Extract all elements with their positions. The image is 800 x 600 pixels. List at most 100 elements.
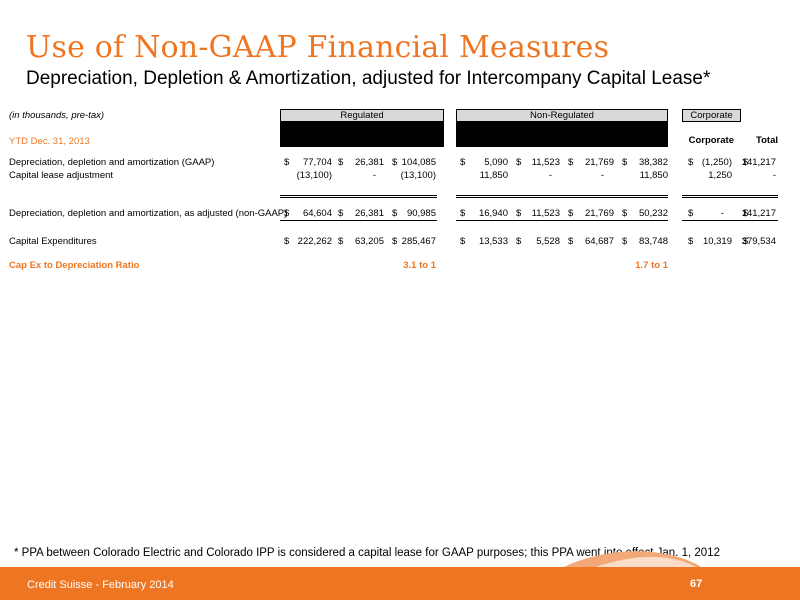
cell-value: 379,534	[741, 236, 776, 247]
ratio-non-regulated: 1.7 to 1	[635, 260, 668, 271]
currency-symbol: $	[743, 208, 749, 219]
cell-value: 11,523	[531, 208, 560, 219]
currency-symbol: $	[568, 208, 574, 219]
page-subtitle: Depreciation, Depletion & Amortization, …	[26, 68, 711, 89]
cell-value: 11,523	[531, 157, 560, 168]
currency-symbol: $	[460, 236, 466, 247]
currency-symbol: $	[688, 157, 694, 168]
total-rule	[682, 195, 778, 196]
cell-value: (13,100)	[400, 170, 436, 181]
cell-value: -	[772, 170, 776, 181]
currency-symbol: $	[392, 157, 398, 168]
col-coal-header-1: Coal	[527, 123, 549, 134]
currency-symbol: $	[622, 236, 628, 247]
cell-value: 83,748	[638, 236, 668, 247]
cell-value: 50,232	[638, 208, 668, 219]
footer-source: Credit Suisse - February 2014	[27, 579, 174, 591]
col-electric-header-2: Utilities	[288, 135, 324, 146]
total-rule	[280, 195, 437, 196]
col-total-header: Total	[756, 135, 778, 146]
group-header-corporate: Corporate	[682, 109, 741, 122]
currency-symbol: $	[338, 236, 344, 247]
currency-symbol: $	[688, 236, 694, 247]
total-rule	[456, 195, 668, 196]
cell-value: 21,769	[584, 157, 614, 168]
cell-value: (1,250)	[701, 157, 732, 168]
currency-symbol: $	[568, 157, 574, 168]
cell-value: 90,985	[406, 208, 436, 219]
units-note: (in thousands, pre-tax)	[9, 110, 105, 121]
cell-value: 21,769	[584, 208, 614, 219]
cell-value: 5,090	[484, 157, 508, 168]
currency-symbol: $	[622, 208, 628, 219]
cell-value: 141,217	[741, 157, 776, 168]
footer-swoosh-decoration	[560, 551, 700, 569]
cell-value: 5,528	[536, 236, 560, 247]
currency-symbol: $	[516, 157, 522, 168]
column-header-band-non-regulated	[456, 121, 668, 147]
cell-value: 16,940	[478, 208, 508, 219]
cell-value: 26,381	[354, 157, 384, 168]
row-label: Depreciation, depletion and amortization…	[9, 208, 288, 219]
currency-symbol: $	[743, 236, 749, 247]
row-label: Capital lease adjustment	[9, 170, 114, 181]
cell-value: -	[548, 170, 552, 181]
currency-symbol: $	[392, 236, 398, 247]
currency-symbol: $	[338, 208, 344, 219]
cell-value: 77,704	[302, 157, 332, 168]
cell-value: 63,205	[354, 236, 384, 247]
row-label: Capital Expenditures	[9, 236, 97, 247]
currency-symbol: $	[622, 157, 628, 168]
col-coal-header-2: Mining	[522, 135, 554, 146]
currency-symbol: $	[516, 236, 522, 247]
col-power-header-2: Generation	[458, 135, 510, 146]
cell-value: 285,467	[401, 236, 436, 247]
row-rule	[682, 220, 778, 221]
cell-value: 64,604	[302, 208, 332, 219]
cell-value: 38,382	[638, 157, 668, 168]
cell-value: 141,217	[741, 208, 776, 219]
currency-symbol: $	[568, 236, 574, 247]
col-oil-header-1: Oil and	[574, 123, 608, 134]
cell-value: 11,850	[639, 170, 668, 181]
col-oil-header-2: Gas	[582, 135, 600, 146]
currency-symbol: $	[460, 157, 466, 168]
ratio-regulated: 3.1 to 1	[403, 260, 436, 271]
cell-value: 10,319	[702, 236, 732, 247]
page-number: 67	[690, 578, 703, 590]
currency-symbol: $	[460, 208, 466, 219]
row-label: Cap Ex to Depreciation Ratio	[9, 260, 140, 271]
col-gas-header-1: Gas	[351, 123, 369, 134]
currency-symbol: $	[688, 208, 694, 219]
row-label: Depreciation, depletion and amortization…	[9, 157, 215, 168]
cell-value: 11,850	[479, 170, 508, 181]
column-header-band-regulated	[280, 121, 444, 147]
cell-value: 26,381	[354, 208, 384, 219]
col-electric-header-1: Electric	[288, 123, 324, 134]
footer-bar	[0, 567, 800, 600]
col-total-util-header-2: Utilities	[397, 135, 433, 146]
col-total-util-header-1: Total	[404, 123, 426, 134]
row-rule	[456, 220, 668, 221]
currency-symbol: $	[338, 157, 344, 168]
cell-value: -	[720, 208, 724, 219]
cell-value: 13,533	[478, 236, 508, 247]
col-total-nonreg-header-1: Total Non-	[620, 123, 668, 134]
total-rule	[456, 197, 668, 198]
currency-symbol: $	[284, 208, 290, 219]
period-label: YTD Dec. 31, 2013	[9, 136, 90, 147]
cell-value: 1,250	[708, 170, 732, 181]
page-title: Use of Non-GAAP Financial Measures	[26, 30, 610, 65]
row-rule	[280, 220, 437, 221]
cell-value: (13,100)	[296, 170, 332, 181]
col-total-nonreg-header-2: Reg	[635, 135, 653, 146]
currency-symbol: $	[743, 157, 749, 168]
footnote: * PPA between Colorado Electric and Colo…	[14, 547, 720, 559]
currency-symbol: $	[516, 208, 522, 219]
col-gas-header-2: Utilities	[342, 135, 378, 146]
col-power-header-1: Power	[469, 123, 499, 134]
cell-value: 104,085	[401, 157, 436, 168]
currency-symbol: $	[284, 157, 290, 168]
col-corporate-header: Corporate	[688, 135, 734, 146]
cell-value: -	[600, 170, 604, 181]
